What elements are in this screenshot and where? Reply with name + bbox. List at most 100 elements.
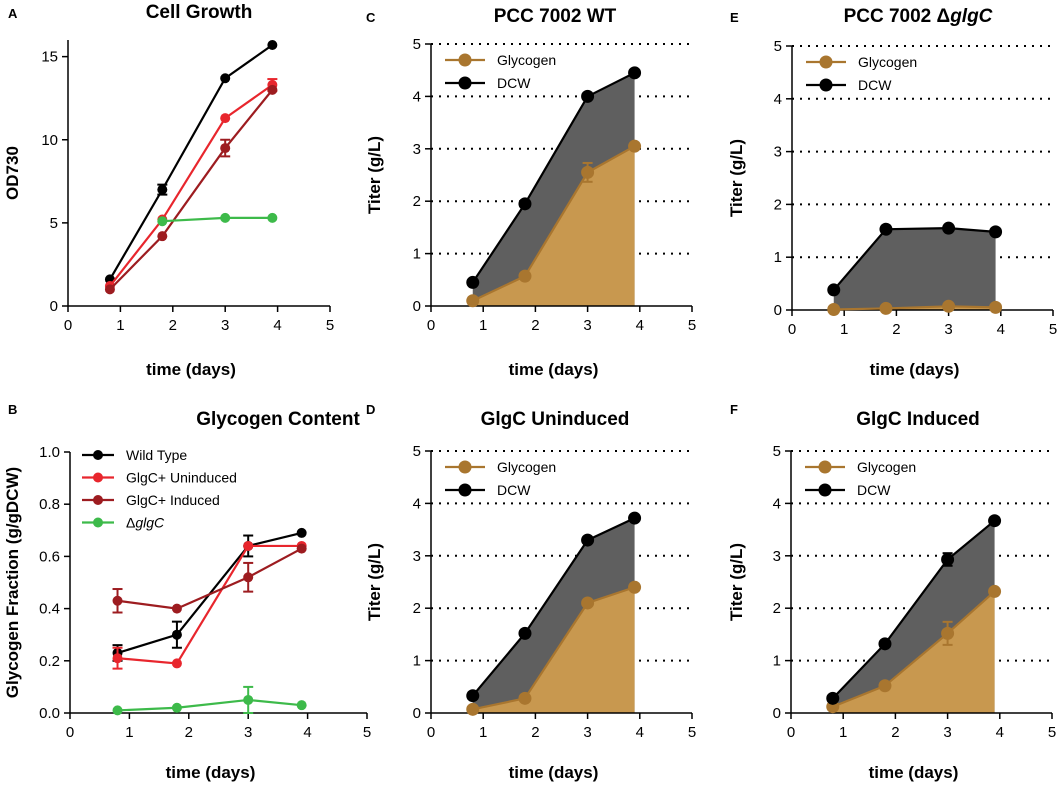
panel-b-legend-marker xyxy=(93,450,103,460)
panel-b-x-tick-label: 4 xyxy=(303,724,311,741)
panel-d-y-tick-label: 2 xyxy=(413,600,421,617)
panel-f-x-axis-label: time (days) xyxy=(869,763,959,782)
panel-b-y-tick-label: 0.8 xyxy=(39,496,60,513)
panel-c-y-tick-label: 0 xyxy=(413,298,421,315)
panel-b-point-induced xyxy=(296,543,307,554)
panel-e-point-dcw xyxy=(989,225,1003,239)
panel-d-letter: D xyxy=(366,402,375,417)
panel-e-x-tick-label: 4 xyxy=(997,321,1005,338)
panel-a-point-wild-type xyxy=(220,73,231,84)
panel-e-line-dcw xyxy=(832,227,996,291)
panel-a-line-uninduced xyxy=(109,83,273,287)
panel-e-point-glycogen xyxy=(989,300,1003,314)
panel-f-x-tick-label: 1 xyxy=(839,724,847,741)
panel-d-area-glycogen xyxy=(472,587,635,713)
panel-b-legend-label-prefix: Δ xyxy=(126,515,135,531)
panel-d-x-tick-label: 4 xyxy=(636,724,644,741)
panel-f-y-tick-label: 2 xyxy=(773,600,781,617)
panel-f-x-tick-label: 0 xyxy=(787,724,795,741)
panel-f-area-glycogen xyxy=(832,591,995,713)
panel-a-y-tick-label: 10 xyxy=(41,132,58,149)
panel-c-y-tick-label: 5 xyxy=(413,36,421,53)
panel-c-legend-marker xyxy=(458,53,472,67)
panel-a-title: Cell Growth xyxy=(146,2,253,23)
panel-e-legend-marker xyxy=(819,78,833,92)
panel-b-legend-marker xyxy=(93,517,103,528)
panel-d-point-dcw xyxy=(518,626,532,640)
panel-e-point-glycogen xyxy=(827,302,841,316)
panel-d-y-tick-label: 3 xyxy=(413,548,421,565)
panel-f-line-dcw xyxy=(831,519,996,700)
panel-b-legend-label: GlgC+ Uninduced xyxy=(126,470,237,486)
panel-a-point-induced xyxy=(157,231,168,242)
panel-e-point-dcw xyxy=(942,221,956,235)
panel-b-point-glgc-null xyxy=(243,694,254,705)
panel-f-x-tick-label: 4 xyxy=(996,724,1004,741)
panel-f-y-tick-label: 5 xyxy=(773,443,781,460)
panel-a-point-wild-type xyxy=(157,184,168,195)
panel-c-title: PCC 7002 WT xyxy=(494,6,617,27)
panel-b-legend-label: Wild Type xyxy=(126,447,187,463)
panel-d-x-tick-label: 5 xyxy=(688,724,696,741)
panel-f-point-dcw xyxy=(878,637,892,651)
panel-b-x-tick-label: 1 xyxy=(125,724,133,741)
panel-d-x-tick-label: 0 xyxy=(427,724,435,741)
panel-b-legend-label-italic: glgC xyxy=(135,515,165,531)
panel-b-y-tick-label: 0.2 xyxy=(39,653,60,670)
panel-b-point-glgc-null xyxy=(171,702,182,713)
panel-e-y-tick-label: 3 xyxy=(774,144,782,161)
panel-d-y-tick-label: 0 xyxy=(413,705,421,722)
panel-c-point-glycogen xyxy=(466,294,480,308)
panel-d-legend-label: Glycogen xyxy=(497,459,556,475)
panel-b-point-induced xyxy=(171,603,182,614)
panel-f-letter: F xyxy=(730,402,738,417)
panel-e-x-tick-label: 1 xyxy=(840,321,848,338)
panel-e-x-tick-label: 0 xyxy=(788,321,796,338)
panel-d-line-dcw xyxy=(471,517,636,697)
panel-c-point-glycogen xyxy=(581,165,595,179)
panel-a-y-axis-label: OD730 xyxy=(3,146,22,200)
panel-f-point-glycogen xyxy=(878,679,892,693)
panel-c-x-axis-label: time (days) xyxy=(509,360,599,379)
panel-f-legend-marker xyxy=(818,460,832,474)
panel-d-point-glycogen xyxy=(628,580,642,594)
panel-e-point-dcw xyxy=(879,222,893,236)
panel-b-title: Glycogen Content xyxy=(196,409,360,430)
panel-e-x-tick-label: 5 xyxy=(1049,321,1057,338)
panel-a-line-glgc-null xyxy=(162,216,273,223)
panel-a-point-glgc-null xyxy=(267,212,278,223)
panel-a-point-glgc-null xyxy=(220,212,231,223)
panel-c-point-glycogen xyxy=(628,139,642,153)
panel-c-point-dcw xyxy=(581,89,595,103)
panel-a-letter: A xyxy=(8,6,18,21)
panel-c-x-tick-label: 3 xyxy=(583,317,591,334)
panel-a-point-wild-type xyxy=(267,39,278,50)
panel-f-y-tick-label: 3 xyxy=(773,548,781,565)
panel-b-line-glgc-null xyxy=(117,698,302,712)
panel-d-point-glycogen xyxy=(581,596,595,610)
panel-f-line-glycogen xyxy=(832,590,996,708)
panel-e-x-tick-label: 2 xyxy=(892,321,900,338)
panel-d-y-axis-label: Titer (g/L) xyxy=(365,543,384,621)
panel-e-legend-marker xyxy=(819,55,833,69)
panel-e-legend-label: Glycogen xyxy=(858,54,917,70)
panel-b-x-tick-label: 3 xyxy=(244,724,252,741)
panel-f-point-glycogen xyxy=(941,626,955,640)
panel-a-x-tick-label: 2 xyxy=(169,317,177,334)
panel-f-y-tick-label: 4 xyxy=(773,495,781,512)
panel-a-point-induced xyxy=(220,143,231,154)
panel-e-area-dcw xyxy=(833,228,996,310)
panel-a-line-induced xyxy=(109,89,274,291)
panel-d-point-glycogen xyxy=(466,702,480,716)
panel-c-x-tick-label: 1 xyxy=(479,317,487,334)
panel-f-x-tick-label: 3 xyxy=(943,724,951,741)
panel-a-x-axis-label: time (days) xyxy=(146,360,236,379)
panel-d-y-tick-label: 5 xyxy=(413,443,421,460)
panel-c-y-tick-label: 1 xyxy=(413,246,421,263)
panel-d-point-dcw xyxy=(581,533,595,547)
panel-b-point-uninduced xyxy=(243,540,254,551)
panel-f-point-dcw xyxy=(988,514,1002,528)
panel-b-letter: B xyxy=(8,402,17,417)
panel-d-legend-label: DCW xyxy=(497,482,531,498)
